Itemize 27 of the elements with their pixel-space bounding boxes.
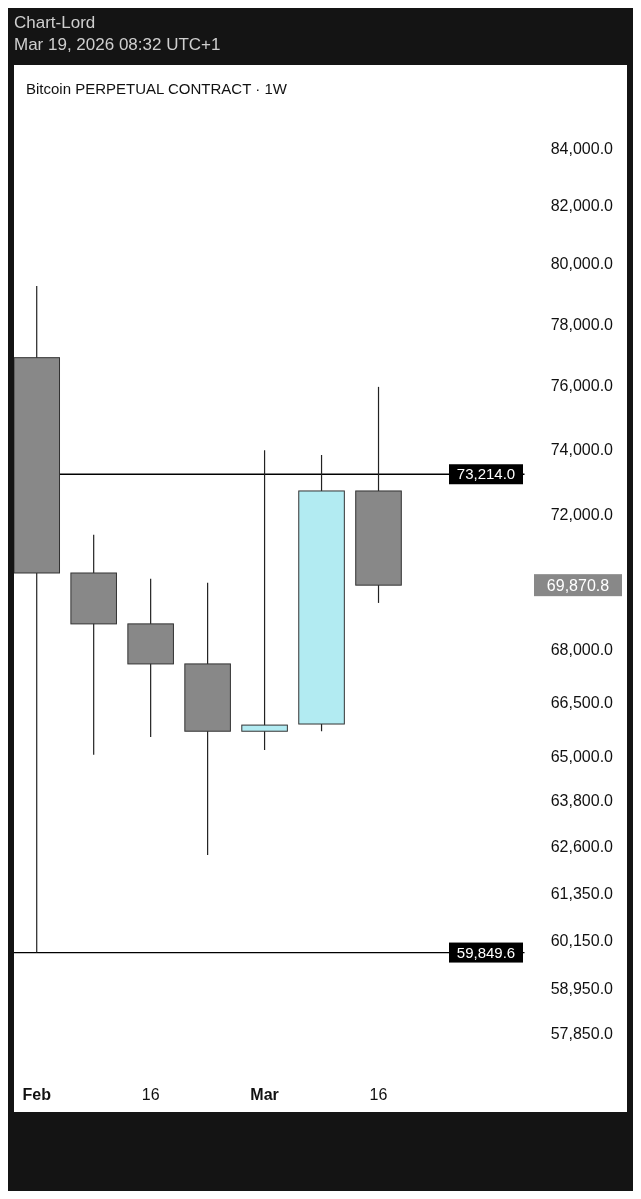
y-tick-label: 80,000.0 [550,255,614,273]
y-tick-label: 63,800.0 [550,792,614,810]
y-tick-label: 84,000.0 [550,139,614,157]
text: 69,870.8 [546,576,610,594]
chart-title: Bitcoin PERPETUAL CONTRACT · 1W [26,80,288,97]
x-tick-label: 16 [369,1086,388,1103]
y-tick-label: 76,000.0 [550,377,614,395]
ref-line-label: 59,849.6 [456,943,516,961]
y-tick-label: 66,500.0 [550,694,614,712]
ref-line-label: 73,214.0 [456,465,516,483]
text: Chart-Lord [14,13,96,32]
y-tick-label: 72,000.0 [550,505,614,523]
y-tick-label: 65,000.0 [550,748,614,766]
y-tick-label: 58,950.0 [550,980,614,998]
y-tick-label: 74,000.0 [550,440,614,458]
x-tick-label: Mar [250,1086,279,1103]
y-tick-label: 82,000.0 [550,196,614,214]
y-tick-label: 78,000.0 [550,315,614,333]
x-tick-label: Feb [22,1086,52,1103]
y-tick-label: 68,000.0 [550,641,614,659]
y-tick-label: 60,150.0 [550,932,614,950]
text: Mar 19, 2026 08:32 UTC+1 [14,35,221,54]
y-tick-label: 57,850.0 [550,1024,614,1042]
y-tick-label: 62,600.0 [550,837,614,855]
candlestick [241,449,288,751]
x-tick-label: 16 [141,1086,160,1103]
y-tick-label: 61,350.0 [550,885,614,903]
